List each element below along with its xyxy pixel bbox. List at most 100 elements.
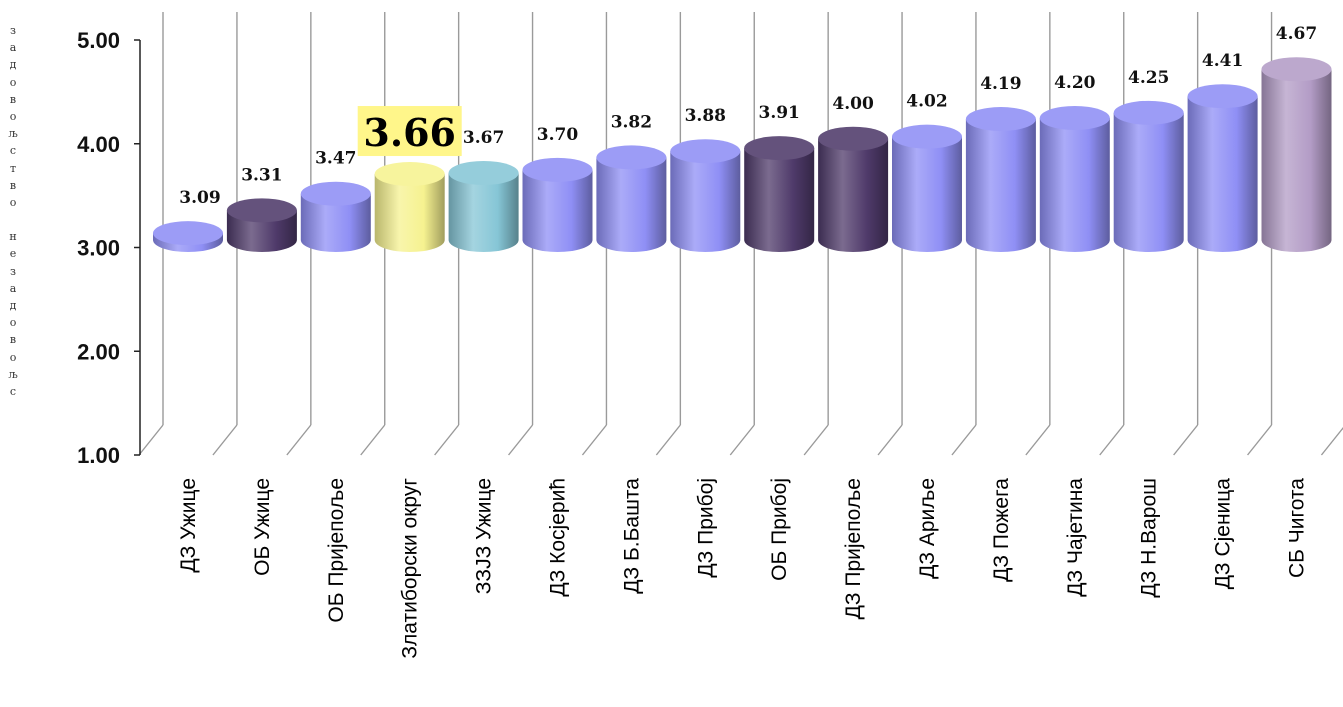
value-label: 4.00 <box>832 94 874 114</box>
y-tick-label: 1.00 <box>77 443 120 468</box>
floor-line <box>581 424 607 456</box>
y-axis-title-letter: в <box>9 178 17 192</box>
bar-body <box>1261 69 1332 252</box>
y-axis-title-letter: а <box>9 281 17 295</box>
bar <box>300 181 371 252</box>
bar <box>522 157 593 252</box>
highlight-label-background <box>357 106 462 157</box>
bar <box>153 221 223 252</box>
bar-body <box>596 157 667 252</box>
bar-body <box>1039 118 1110 252</box>
value-label: 3.09 <box>179 188 220 208</box>
bar-body <box>670 151 741 252</box>
y-axis-title-letter: о <box>9 195 17 209</box>
bar-top <box>965 107 1036 132</box>
bar <box>670 139 741 252</box>
value-label: 3.70 <box>537 125 579 145</box>
floor-line <box>1025 424 1051 456</box>
floor-line <box>803 424 829 456</box>
floor-line <box>434 424 460 456</box>
bar <box>596 145 667 252</box>
x-tick-label: ДЗ Пожега <box>990 478 1013 582</box>
y-axis-title-letter <box>6 211 20 228</box>
y-axis-title-letter: е <box>9 247 17 261</box>
value-label: 4.20 <box>1054 73 1096 93</box>
bar-top <box>1039 106 1110 130</box>
floor-line <box>655 424 681 456</box>
bar <box>226 198 297 252</box>
bar <box>965 107 1036 252</box>
value-label: 4.25 <box>1128 68 1169 88</box>
value-label: 3.31 <box>241 165 282 185</box>
floor-line <box>1099 424 1125 456</box>
y-tick-label: 2.00 <box>77 339 120 364</box>
bar <box>1113 100 1184 252</box>
y-axis-title-letter: с <box>9 144 17 158</box>
bar-top <box>818 126 889 151</box>
x-tick-label: ДЗ Пријепоље <box>842 478 865 619</box>
x-tick-label: ДЗ Н.Варош <box>1138 478 1161 598</box>
x-tick-label: ДЗ Ариље <box>916 478 939 579</box>
bar-top <box>670 139 741 164</box>
y-axis-title-letter: о <box>9 316 17 330</box>
bar-body <box>448 172 519 252</box>
bar-top <box>374 162 445 187</box>
bar-body <box>374 174 445 252</box>
bar-body <box>892 136 962 252</box>
bar <box>744 136 815 252</box>
bar-body <box>818 138 889 252</box>
bar-top <box>300 181 371 206</box>
floor-line <box>138 424 164 456</box>
floor-line <box>1173 424 1199 456</box>
y-tick-label: 3.00 <box>77 236 120 261</box>
y-axis-title-letter: д <box>9 299 17 312</box>
y-axis-title-letter: н <box>9 230 17 244</box>
bar-top <box>596 145 667 170</box>
floor-line <box>1247 424 1273 456</box>
y-tick-label: 5.00 <box>77 28 120 53</box>
y-axis-title-letter: о <box>9 109 17 123</box>
bar-top <box>522 157 593 182</box>
value-label: 4.19 <box>980 74 1021 94</box>
value-label: 4.02 <box>906 92 947 112</box>
bar-body <box>226 210 297 252</box>
bar <box>374 162 445 252</box>
y-tick-label: 4.00 <box>77 132 120 157</box>
bar <box>448 160 519 252</box>
y-axis-title-letter: в <box>9 92 17 106</box>
value-label: 4.41 <box>1202 51 1243 71</box>
y-axis-title-letter: а <box>9 41 17 55</box>
y-axis-title-letter: в <box>9 333 17 347</box>
y-axis-title-letter: о <box>9 75 17 89</box>
x-tick-label: ДЗ Прибој <box>694 478 717 578</box>
bar-top <box>892 124 962 149</box>
bar <box>1187 84 1258 253</box>
y-axis-title-letter: љ <box>8 367 18 381</box>
bar <box>818 126 889 252</box>
x-tick-label: СБ Чигота <box>1286 478 1309 578</box>
bar-top <box>153 221 223 246</box>
x-tick-label: ОБ Пријепоље <box>325 478 348 623</box>
floor-line <box>729 424 755 456</box>
floor-line <box>877 424 903 456</box>
y-axis-title-letter: д <box>9 58 17 72</box>
y-axis-title-letter: љ <box>8 127 18 141</box>
bar-top <box>1187 84 1258 109</box>
y-axis-title-letter: з <box>10 24 16 37</box>
value-label: 3.82 <box>611 112 652 132</box>
value-label: 3.91 <box>758 103 799 123</box>
value-label: 3.67 <box>463 128 504 148</box>
floor-line <box>1320 426 1343 456</box>
bar-body <box>965 119 1036 252</box>
bar-body <box>744 148 815 252</box>
y-axis-title-letter: о <box>9 350 17 364</box>
floor-line <box>360 424 386 456</box>
x-tick-label: ОБ Ужице <box>251 478 274 576</box>
bar-top <box>1113 100 1184 125</box>
bar <box>892 124 962 252</box>
x-tick-label: ДЗ Б.Башта <box>620 478 643 594</box>
value-label: 3.47 <box>315 149 356 169</box>
x-tick-label: ДЗ Сјеница <box>1212 478 1235 590</box>
